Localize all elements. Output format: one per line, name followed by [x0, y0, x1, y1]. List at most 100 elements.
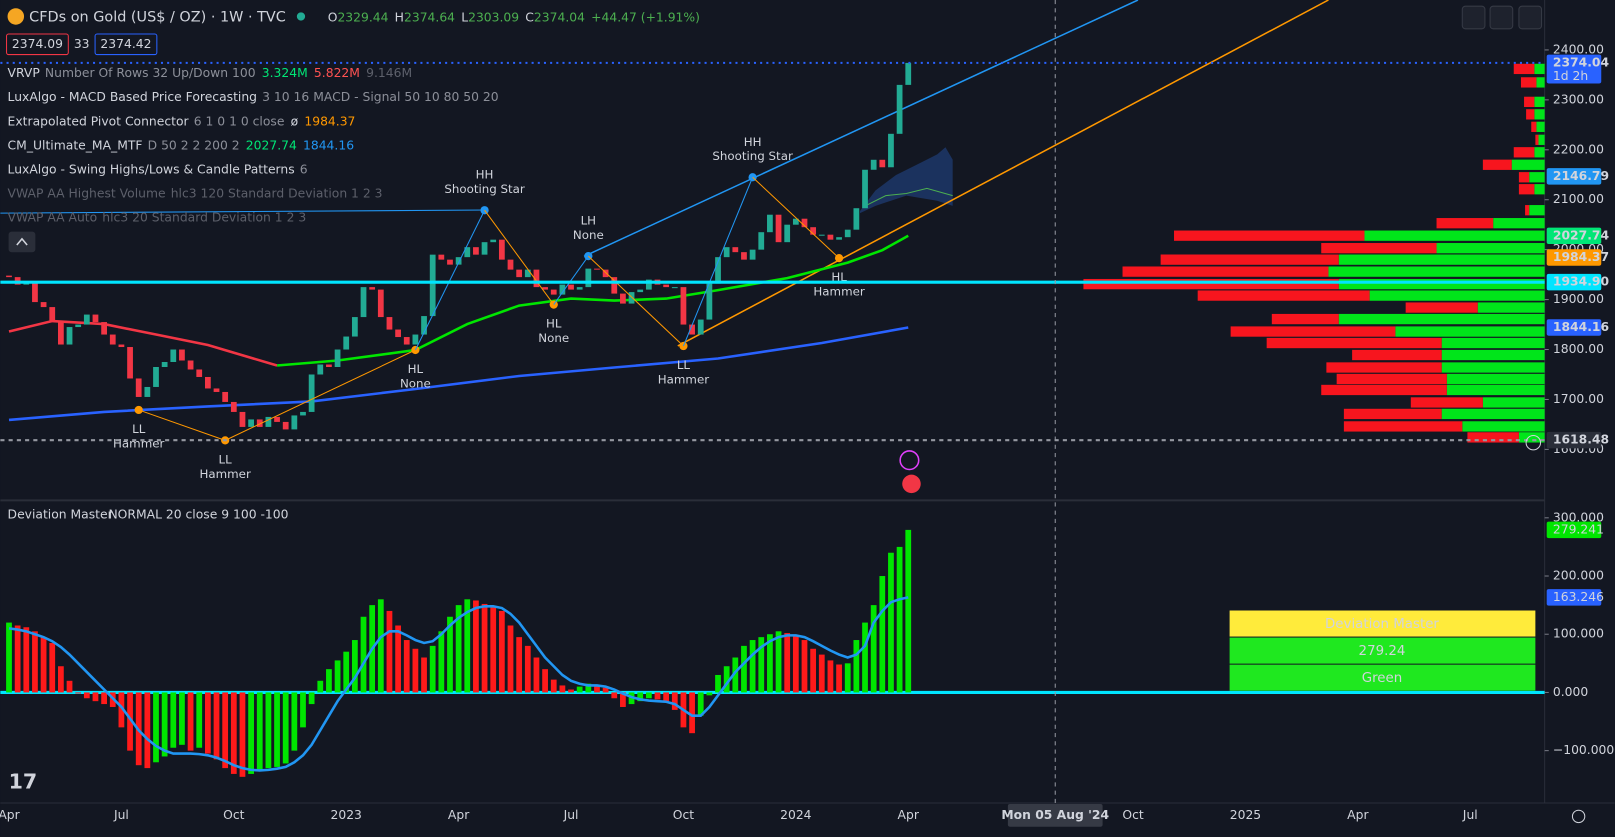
- deviation-bar: [818, 654, 825, 693]
- volume-up: [1446, 384, 1545, 396]
- candle: [516, 269, 523, 278]
- pivot-label: HH: [744, 135, 762, 149]
- deviation-bar: [204, 692, 211, 754]
- candle: [689, 324, 695, 335]
- volume-down: [1513, 147, 1535, 158]
- ohlc-value: 2303.09: [468, 10, 519, 24]
- volume-down: [1266, 337, 1442, 349]
- tv-logo[interactable]: 17: [9, 769, 38, 793]
- price-tag: [1546, 227, 1602, 245]
- market-status[interactable]: [296, 12, 306, 21]
- indicator-legend: VWAP AA Highest Volume hlc3 120 Standard …: [8, 186, 383, 200]
- toolbar-button[interactable]: [1518, 5, 1543, 30]
- symbol-title[interactable]: CFDs on Gold (US$ / OZ) · 1W · TVC: [29, 10, 286, 26]
- volume-down: [1321, 243, 1437, 254]
- deviation-bar: [896, 546, 903, 693]
- candle: [32, 282, 38, 303]
- volume-up: [1534, 96, 1545, 108]
- candle: [256, 419, 263, 427]
- table-text: 279.24: [1359, 644, 1406, 659]
- table-cell: [1229, 610, 1536, 637]
- deviation-bar: [230, 692, 237, 774]
- candle: [671, 287, 678, 289]
- candle: [83, 314, 90, 325]
- price-tick-label: 1900.00: [1553, 292, 1604, 306]
- event-icon[interactable]: [902, 474, 921, 494]
- volume-down: [1326, 362, 1442, 373]
- candle: [645, 279, 652, 290]
- candle: [57, 320, 64, 345]
- candle: [680, 287, 687, 325]
- candle: [40, 302, 47, 308]
- volume-up: [1534, 147, 1545, 158]
- indicator-name: CM_Ultimate_MA_MTF: [8, 138, 143, 152]
- candle: [775, 214, 782, 243]
- event-icon[interactable]: [899, 450, 920, 471]
- price-tag-label: 1984.37: [1553, 250, 1609, 264]
- pivot-label: HL: [546, 317, 562, 331]
- zigzag: [587, 255, 684, 347]
- collapse-button[interactable]: [8, 231, 36, 253]
- candle: [291, 415, 298, 430]
- zigzag: [553, 255, 589, 305]
- toolbar-button[interactable]: [1461, 5, 1486, 30]
- indicator-legend: CM_Ultimate_MA_MTF D 50 2 2 200 2 2027.74 1…: [8, 138, 355, 152]
- sell-price[interactable]: 2374.09: [12, 37, 63, 51]
- toolbar-button[interactable]: [1489, 5, 1514, 30]
- candle: [438, 254, 445, 260]
- deviation-bar: [697, 692, 704, 716]
- deviation-bar: [75, 692, 82, 694]
- volume-up: [1534, 109, 1545, 120]
- candle: [758, 232, 765, 250]
- indicator-params: Number Of Rows 32 Up/Down 100: [45, 66, 256, 80]
- zigzag: [752, 176, 840, 259]
- candle: [602, 269, 609, 278]
- settings-button[interactable]: [1571, 809, 1586, 824]
- candle: [870, 159, 877, 170]
- deviation-bar: [568, 689, 574, 693]
- table-cell: [1229, 664, 1536, 691]
- indicator-name: LuxAlgo - MACD Based Price Forecasting: [8, 90, 257, 104]
- volume-down: [1405, 302, 1478, 313]
- volume-up: [1441, 408, 1545, 420]
- deviation-bar: [723, 666, 730, 693]
- zigzag: [224, 349, 416, 441]
- deviation-bar: [516, 637, 523, 693]
- deviation-title: Deviation Master: [8, 507, 114, 521]
- pivot-label: LL: [219, 452, 233, 466]
- deviation-bar: [395, 625, 401, 693]
- candle: [161, 362, 168, 367]
- deviation-bar: [827, 660, 834, 693]
- volume-up: [1436, 243, 1545, 254]
- candle: [421, 316, 427, 335]
- buy-button[interactable]: [94, 33, 158, 56]
- candle: [550, 289, 557, 295]
- deviation-bar: [213, 692, 220, 760]
- candle: [559, 284, 566, 295]
- candle: [473, 247, 479, 255]
- indicator-legend: LuxAlgo - Swing Highs/Lows & Candle Patt…: [8, 162, 308, 176]
- buy-price[interactable]: 2374.42: [100, 37, 151, 51]
- candle: [568, 284, 574, 290]
- candle: [455, 257, 462, 265]
- candle: [6, 275, 12, 278]
- volume-up: [1338, 254, 1545, 265]
- volume-down: [1436, 218, 1494, 229]
- indicator-params: hlc3 120 Standard Deviation 1 2 3: [171, 186, 383, 200]
- sell-button[interactable]: [6, 33, 69, 56]
- candle: [784, 224, 791, 243]
- volume-down: [1520, 77, 1537, 88]
- deviation-bar: [447, 616, 453, 693]
- table-cell: [1229, 637, 1536, 664]
- candle: [377, 289, 384, 318]
- volume-up: [1482, 397, 1545, 408]
- price-tag-label: 2374.04: [1553, 55, 1610, 69]
- volume-up: [1477, 302, 1545, 313]
- volume-up: [1441, 362, 1545, 373]
- add-alert-button[interactable]: [1525, 434, 1542, 451]
- volume-down: [1230, 326, 1396, 337]
- price-tag-label: 1618.48: [1553, 433, 1609, 447]
- indicator-value: 9.146M: [366, 66, 412, 80]
- crosshair-label: Mon 05 Aug '24: [1001, 808, 1109, 822]
- candle: [896, 84, 903, 134]
